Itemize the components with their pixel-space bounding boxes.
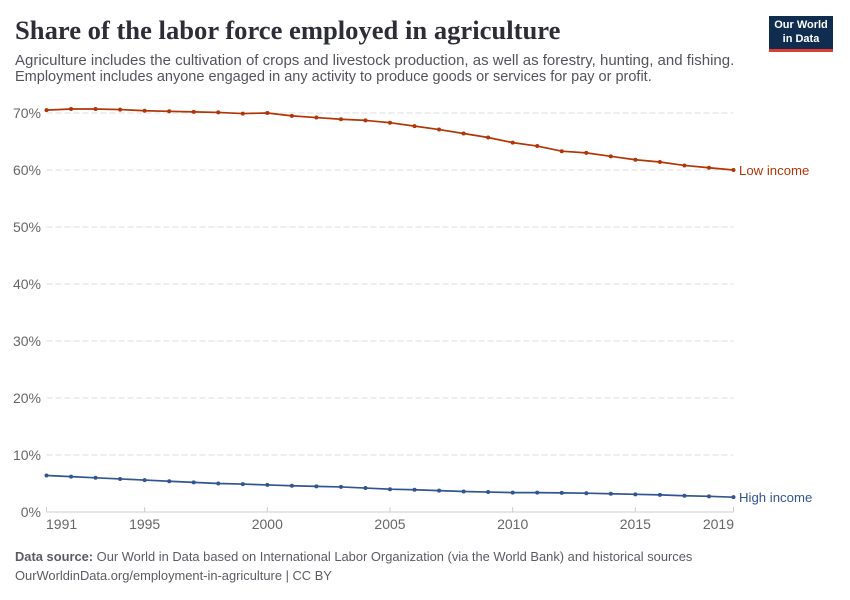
owid-logo-line1: Our World bbox=[774, 18, 828, 31]
x-tick-label-2010: 2010 bbox=[497, 516, 528, 532]
y-tick-label-0: 0% bbox=[21, 504, 41, 520]
series-point-high-income-1998 bbox=[216, 481, 221, 486]
series-point-high-income-2013 bbox=[584, 491, 589, 496]
series-point-high-income-1991 bbox=[44, 473, 49, 478]
series-point-high-income-1997 bbox=[191, 480, 196, 485]
series-point-low-income-1997 bbox=[191, 109, 196, 114]
series-label-low-income: Low income bbox=[739, 163, 809, 178]
series-point-low-income-2017 bbox=[682, 163, 687, 168]
series-point-low-income-2019 bbox=[731, 168, 736, 172]
series-point-low-income-2007 bbox=[437, 127, 442, 132]
series-point-high-income-2003 bbox=[338, 484, 343, 489]
x-tick-label-2019: 2019 bbox=[703, 516, 734, 532]
series-point-low-income-2010 bbox=[510, 140, 515, 145]
series-point-low-income-2003 bbox=[338, 117, 343, 122]
series-point-high-income-2004 bbox=[363, 486, 368, 491]
series-point-high-income-1995 bbox=[142, 478, 147, 483]
x-tick-label-2005: 2005 bbox=[374, 516, 405, 532]
series-point-low-income-1995 bbox=[142, 108, 147, 113]
series-point-high-income-2010 bbox=[510, 490, 515, 495]
series-point-low-income-1992 bbox=[69, 107, 74, 112]
series-point-high-income-2018 bbox=[706, 494, 711, 499]
data-source-text: Our World in Data based on International… bbox=[93, 548, 693, 564]
series-point-high-income-2014 bbox=[608, 491, 613, 496]
y-tick-label-30: 30% bbox=[13, 333, 41, 349]
series-point-low-income-2004 bbox=[363, 118, 368, 123]
series-point-high-income-2001 bbox=[289, 483, 294, 488]
data-source-line: Data source: Our World in Data based on … bbox=[15, 547, 692, 567]
series-point-low-income-2013 bbox=[584, 150, 589, 155]
series-point-low-income-1993 bbox=[93, 107, 98, 112]
series-point-high-income-2019 bbox=[731, 495, 736, 500]
series-point-low-income-2018 bbox=[706, 165, 711, 170]
series-point-high-income-2011 bbox=[535, 490, 540, 495]
series-point-high-income-2007 bbox=[437, 488, 442, 493]
series-point-low-income-2002 bbox=[314, 115, 319, 120]
series-line-low-income bbox=[45, 108, 735, 171]
series-point-high-income-2012 bbox=[559, 490, 564, 495]
y-tick-label-50: 50% bbox=[13, 219, 41, 235]
series-point-low-income-2016 bbox=[657, 160, 662, 165]
x-tick-label-2000: 2000 bbox=[252, 516, 283, 532]
x-tick-label-2015: 2015 bbox=[620, 516, 651, 532]
series-line-high-income bbox=[45, 474, 735, 499]
y-tick-label-70: 70% bbox=[13, 105, 41, 121]
series-point-low-income-2006 bbox=[412, 124, 417, 129]
series-point-high-income-2017 bbox=[682, 493, 687, 498]
chart-footer: Data source: Our World in Data based on … bbox=[15, 547, 692, 586]
series-point-low-income-1994 bbox=[118, 107, 123, 112]
series-point-high-income-1993 bbox=[93, 475, 98, 480]
x-tick-label-1995: 1995 bbox=[129, 516, 160, 532]
chart-subtitle-line2: Employment includes anyone engaged in an… bbox=[15, 68, 652, 85]
series-point-low-income-1998 bbox=[216, 110, 221, 115]
chart-title: Share of the labor force employed in agr… bbox=[15, 14, 561, 45]
series-point-high-income-2008 bbox=[461, 489, 466, 494]
series-point-high-income-1999 bbox=[240, 482, 245, 487]
series-point-high-income-1996 bbox=[167, 479, 172, 484]
chart-subtitle: Agriculture includes the cultivation of … bbox=[15, 52, 734, 86]
series-point-high-income-2015 bbox=[633, 492, 638, 497]
series-point-low-income-2011 bbox=[535, 144, 540, 149]
series-point-high-income-1992 bbox=[69, 474, 74, 479]
series-point-low-income-1999 bbox=[240, 111, 245, 116]
series-point-low-income-2012 bbox=[559, 149, 564, 154]
series-point-high-income-2000 bbox=[265, 482, 270, 487]
citation-line: OurWorldinData.org/employment-in-agricul… bbox=[15, 568, 332, 584]
series-point-low-income-2008 bbox=[461, 131, 466, 136]
series-point-low-income-2001 bbox=[289, 113, 294, 118]
series-point-high-income-2006 bbox=[412, 487, 417, 492]
chart-subtitle-line1: Agriculture includes the cultivation of … bbox=[15, 51, 735, 69]
series-point-low-income-1996 bbox=[167, 109, 172, 114]
y-tick-label-20: 20% bbox=[13, 390, 41, 406]
y-tick-label-60: 60% bbox=[13, 162, 41, 178]
series-point-high-income-2016 bbox=[657, 492, 662, 497]
y-tick-label-40: 40% bbox=[13, 276, 41, 292]
series-point-high-income-2005 bbox=[388, 487, 392, 492]
series-point-high-income-2002 bbox=[314, 484, 319, 489]
y-tick-label-10: 10% bbox=[13, 447, 41, 463]
series-point-high-income-1994 bbox=[118, 476, 123, 481]
series-point-low-income-2005 bbox=[388, 120, 392, 125]
series-point-low-income-2015 bbox=[633, 157, 638, 162]
series-label-high-income: High income bbox=[739, 490, 812, 505]
owid-logo-line2: in Data bbox=[782, 32, 820, 45]
series-point-low-income-2009 bbox=[486, 135, 491, 140]
data-source-label: Data source: bbox=[15, 548, 94, 564]
x-tick-label-1991: 1991 bbox=[46, 516, 77, 532]
series-point-low-income-1991 bbox=[44, 108, 49, 113]
series-point-low-income-2014 bbox=[608, 154, 613, 159]
series-point-low-income-2000 bbox=[265, 111, 270, 115]
owid-logo: Our World in Data bbox=[769, 16, 833, 52]
series-point-high-income-2009 bbox=[486, 490, 491, 495]
